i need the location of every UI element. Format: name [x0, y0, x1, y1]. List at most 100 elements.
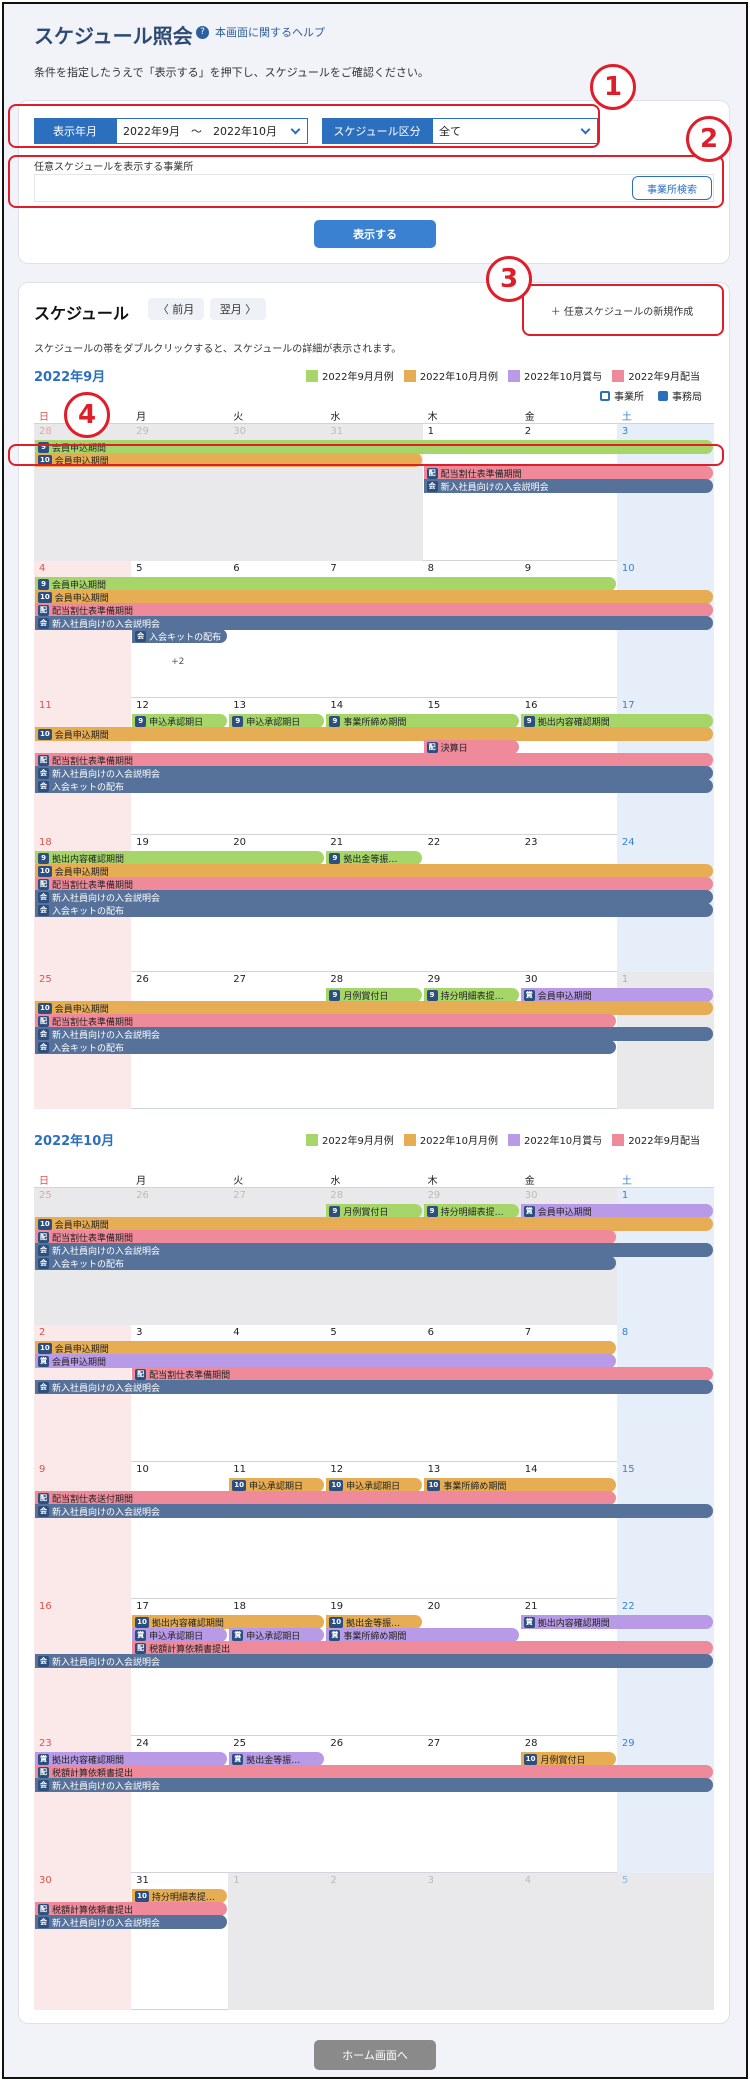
- schedule-event[interactable]: 9 会員申込期間: [35, 440, 713, 454]
- schedule-event[interactable]: 会新入社員向けの入会説明会: [35, 1504, 713, 1518]
- schedule-event[interactable]: 会新入社員向けの入会説明会: [35, 766, 713, 780]
- schedule-event[interactable]: 配配当割仕表送付期間: [35, 1491, 616, 1505]
- day-cell[interactable]: 18: [228, 1599, 325, 1736]
- prev-month-button[interactable]: 〈 前月: [148, 298, 204, 320]
- schedule-event[interactable]: 9 拠出内容確認期間: [520, 714, 713, 728]
- period-select[interactable]: 2022年9月 〜 2022年10月: [116, 118, 308, 144]
- day-cell[interactable]: 9: [34, 1462, 132, 1599]
- day-cell[interactable]: 9: [520, 561, 617, 698]
- schedule-event[interactable]: 会入会キットの配布: [35, 779, 713, 793]
- category-select[interactable]: 全て: [432, 118, 598, 144]
- day-cell[interactable]: 15: [423, 698, 520, 835]
- day-cell[interactable]: 20: [423, 1599, 520, 1736]
- day-cell[interactable]: 28: [520, 1736, 617, 1873]
- schedule-event[interactable]: 賞拠出内容確認期間: [520, 1615, 713, 1629]
- schedule-event[interactable]: 9 会員申込期間: [35, 577, 616, 591]
- day-cell[interactable]: 30: [34, 1873, 132, 2010]
- schedule-event[interactable]: 賞申込承認期日: [132, 1628, 228, 1642]
- schedule-event[interactable]: 賞会員申込期間: [520, 988, 713, 1002]
- day-cell[interactable]: 6: [228, 561, 325, 698]
- schedule-event[interactable]: 会新入社員向けの入会説明会: [35, 1380, 713, 1394]
- schedule-event[interactable]: 10 月例賞付日: [520, 1752, 616, 1766]
- schedule-event[interactable]: 会入会キットの配布: [35, 1256, 616, 1270]
- help-link[interactable]: ? 本画面に関するヘルプ: [196, 24, 325, 40]
- day-cell[interactable]: 3: [131, 1325, 228, 1462]
- schedule-event[interactable]: 会新入社員向けの入会説明会: [35, 1778, 713, 1792]
- schedule-event[interactable]: 配配当割仕表準備期間: [423, 466, 713, 480]
- schedule-event[interactable]: 会新入社員向けの入会説明会: [35, 1915, 228, 1929]
- next-month-button[interactable]: 翌月 〉: [210, 298, 266, 320]
- day-cell[interactable]: 21: [520, 1599, 617, 1736]
- schedule-event[interactable]: 配配当割仕表準備期間: [35, 877, 713, 891]
- day-cell[interactable]: 14: [520, 1462, 617, 1599]
- day-cell[interactable]: 27: [228, 972, 325, 1109]
- schedule-event[interactable]: 9 申込承認期日: [132, 714, 228, 728]
- schedule-event[interactable]: 会新入社員向けの入会説明会: [35, 1027, 713, 1041]
- schedule-event[interactable]: 9 持分明細表提…: [423, 988, 519, 1002]
- schedule-event[interactable]: 10 申込承認期日: [326, 1478, 422, 1492]
- office-field[interactable]: [34, 174, 714, 202]
- schedule-event[interactable]: 10 持分明細表提…: [132, 1889, 228, 1903]
- day-cell[interactable]: 13: [228, 698, 325, 835]
- day-cell[interactable]: 17: [131, 1599, 228, 1736]
- schedule-event[interactable]: 10 会員申込期間: [35, 1217, 713, 1231]
- day-cell[interactable]: 29: [423, 972, 520, 1109]
- schedule-event[interactable]: 10 会員申込期間: [35, 1341, 616, 1355]
- schedule-event[interactable]: 配配当割仕表準備期間: [35, 1014, 616, 1028]
- schedule-event[interactable]: 9 持分明細表提…: [423, 1204, 519, 1218]
- day-cell[interactable]: 4: [228, 1325, 325, 1462]
- day-cell[interactable]: 11: [228, 1462, 325, 1599]
- schedule-event[interactable]: 9 月例賞付日: [326, 988, 422, 1002]
- day-cell[interactable]: 5: [325, 1325, 422, 1462]
- schedule-event[interactable]: 9 月例賞付日: [326, 1204, 422, 1218]
- day-cell[interactable]: 5: [131, 561, 228, 698]
- day-cell[interactable]: 15: [616, 1462, 714, 1599]
- day-cell[interactable]: 21: [325, 835, 422, 972]
- schedule-event[interactable]: 10 会員申込期間: [35, 453, 422, 467]
- day-cell[interactable]: 26: [131, 972, 228, 1109]
- day-cell[interactable]: 3: [422, 1873, 520, 2010]
- schedule-event[interactable]: 賞拠出金等振…: [229, 1752, 325, 1766]
- day-cell[interactable]: 5: [616, 1873, 714, 2010]
- day-cell[interactable]: 4: [519, 1873, 617, 2010]
- schedule-event[interactable]: 10 会員申込期間: [35, 1001, 713, 1015]
- day-cell[interactable]: 24: [131, 1736, 228, 1873]
- schedule-event[interactable]: 会入会キットの配布: [132, 629, 228, 643]
- schedule-event[interactable]: 10 事業所締め期間: [423, 1478, 616, 1492]
- schedule-event[interactable]: 賞会員申込期間: [520, 1204, 713, 1218]
- schedule-event[interactable]: 10 会員申込期間: [35, 864, 713, 878]
- day-cell[interactable]: 26: [325, 1736, 422, 1873]
- day-cell[interactable]: 23: [520, 835, 617, 972]
- day-cell[interactable]: 19: [325, 1599, 422, 1736]
- schedule-event[interactable]: 会入会キットの配布: [35, 1040, 616, 1054]
- schedule-event[interactable]: 賞会員申込期間: [35, 1354, 616, 1368]
- day-cell[interactable]: 6: [423, 1325, 520, 1462]
- home-button[interactable]: ホーム画面へ: [314, 2040, 436, 2070]
- day-cell[interactable]: 13: [423, 1462, 520, 1599]
- day-cell[interactable]: 2: [325, 1873, 423, 2010]
- schedule-event[interactable]: 10 拠出内容確認期間: [132, 1615, 325, 1629]
- schedule-event[interactable]: 会新入社員向けの入会説明会: [35, 616, 713, 630]
- show-button[interactable]: 表示する: [314, 220, 436, 248]
- day-cell[interactable]: 10: [131, 1462, 228, 1599]
- schedule-event[interactable]: 会新入社員向けの入会説明会: [35, 1654, 713, 1668]
- schedule-event[interactable]: 会入会キットの配布: [35, 903, 713, 917]
- schedule-event[interactable]: 賞拠出内容確認期間: [35, 1752, 228, 1766]
- new-schedule-button[interactable]: ＋ 任意スケジュールの新規作成: [530, 296, 714, 324]
- day-cell[interactable]: 25: [228, 1736, 325, 1873]
- day-cell[interactable]: 22: [423, 835, 520, 972]
- office-search-button[interactable]: 事業所検索: [632, 176, 712, 200]
- schedule-event[interactable]: 10 会員申込期間: [35, 727, 713, 741]
- day-cell[interactable]: 29: [616, 1736, 714, 1873]
- schedule-event[interactable]: 会新入社員向けの入会説明会: [35, 1243, 713, 1257]
- day-cell[interactable]: 19: [131, 835, 228, 972]
- schedule-event[interactable]: 配税額計算依頼書提出: [132, 1641, 713, 1655]
- schedule-event[interactable]: 10 申込承認期日: [229, 1478, 325, 1492]
- day-cell[interactable]: 30: [520, 972, 617, 1109]
- schedule-event[interactable]: 10 拠出金等振…: [326, 1615, 422, 1629]
- schedule-event[interactable]: 10 会員申込期間: [35, 590, 713, 604]
- day-cell[interactable]: 7: [325, 561, 422, 698]
- day-cell[interactable]: 1: [423, 424, 520, 561]
- day-cell[interactable]: 27: [423, 1736, 520, 1873]
- day-cell[interactable]: 2: [520, 424, 617, 561]
